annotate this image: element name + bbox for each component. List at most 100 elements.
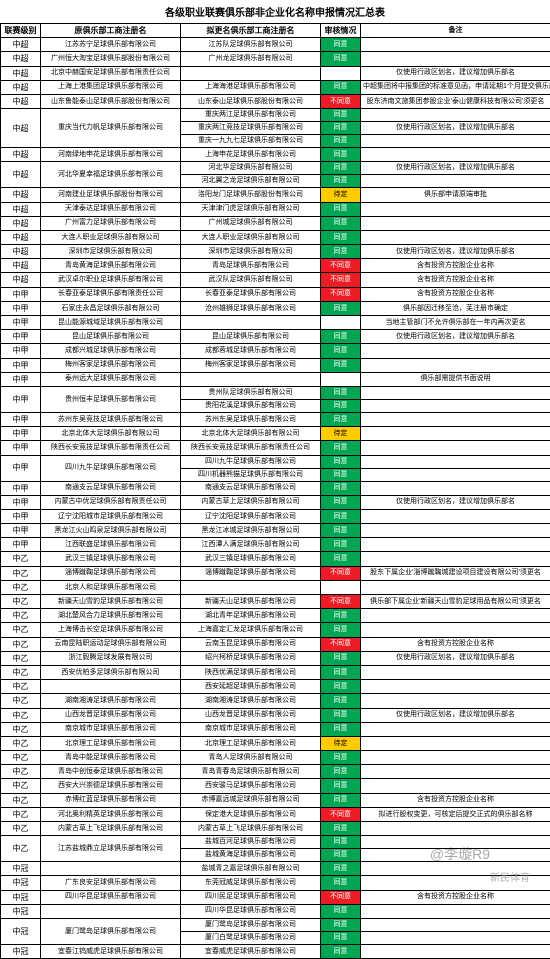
cell-remark: 俱乐部因迁移至沧，芜注册市确定 [361,301,550,315]
cell-status: 同意 [321,876,361,890]
cell-new: 北京北体大足球俱乐部有限公司 [181,427,321,441]
cell-level: 中超 [1,94,41,108]
table-row: 中甲黑龙江火山鸣泉足球俱乐部有限公司黑龙江冰城足球俱乐部有限公司同意 [1,524,550,538]
cell-orig: 厦门鹭岛足球俱乐部有限公司 [41,918,181,944]
cell-new: 深圳市足球俱乐部有限公司 [181,245,321,259]
cell-level: 中乙 [1,807,41,821]
cell-remark [361,216,550,230]
cell-remark: 仅使用行政区划名，建议增加俱乐部名 [361,495,550,509]
table-row: 中乙新疆天山雪豹足球俱乐部有限公司新疆天山足球俱乐部有限公司不同意俱乐部下属企业… [1,595,550,609]
table-row: 中超山东鲁能泰山足球俱乐部股份有限公司山东泰山足球俱乐部股份有限公司不同意股东济… [1,94,550,108]
cell-status: 同意 [321,751,361,765]
table-row: 中超河北华夏幸福足球俱乐部有限公司河北华足球俱乐部有限公司同意仅使用行政区划名，… [1,162,550,175]
cell-status: 同意 [321,202,361,216]
cell-status: 同意 [321,441,361,455]
header-status: 审核情况 [321,24,361,38]
cell-orig: 四川九牛足球俱乐部有限公司 [41,455,181,481]
header-new: 拟更名俱乐部工商注册名 [181,24,321,38]
table-row: 中超河南绿地申花足球俱乐部有限公司上海申花足球俱乐部有限公司同意 [1,148,550,162]
cell-level: 中甲 [1,455,41,481]
cell-status: 同意 [321,358,361,372]
cell-level: 中乙 [1,793,41,807]
cell-new: 河北翼之龙足球俱乐部有限公司 [181,175,321,188]
cell-remark [361,609,550,623]
page-title: 各级职业联赛俱乐部非企业化名称申报情况汇总表 [0,0,550,23]
cell-remark: 俱乐部申请原端审批 [361,188,550,202]
header-remark: 备注 [361,24,550,38]
table-row: 中乙上海博击长空足球俱乐部有限公司上海嘉定汇龙足球俱乐部有限公司同意 [1,623,550,637]
cell-remark [361,765,550,779]
cell-orig: 北京人和足球俱乐部有限公司 [41,580,181,594]
cell-new: 天津津门虎足球俱乐部有限公司 [181,202,321,216]
cell-status: 同意 [321,412,361,426]
cell-remark [361,455,550,468]
cell-new: 淄博蹴鞠足球俱乐部有限公司 [181,566,321,580]
cell-status: 同意 [321,862,361,876]
cell-orig: 新疆天山雪豹足球俱乐部有限公司 [41,595,181,609]
cell-remark: 含有投资方控股企业名称 [361,273,550,287]
cell-status: 同意 [321,849,361,862]
cell-level: 中乙 [1,708,41,722]
cell-orig [41,680,181,694]
cell-level: 中超 [1,52,41,66]
cell-orig: 山西龙晋足球俱乐部有限公司 [41,708,181,722]
cell-new: 赤博嘉远城足球俱乐部有限公司 [181,793,321,807]
cell-orig [41,904,181,918]
table-row: 中冠厦门鹭岛足球俱乐部有限公司厦门鹭岛足球俱乐部有限公司同意 [1,918,550,931]
cell-remark: 拟进行股权变更，可核定后提交正式的俱乐部名称 [361,807,550,821]
cell-remark: 仅使用行政区划名，建议增加俱乐部名 [361,66,550,80]
cell-status: 同意 [321,162,361,175]
table-row: 中甲泰州远大足球俱乐部有限公司俱乐部需提供书面说明 [1,372,550,386]
cell-orig: 湖南湘涛足球俱乐部有限公司 [41,694,181,708]
cell-status: 待定 [321,427,361,441]
cell-new [181,580,321,594]
table-row: 中乙西安优柏多足球俱乐部有限公司陕西优满足球俱乐部有限公司同意 [1,665,550,679]
cell-level: 中甲 [1,495,41,509]
header-level: 联赛级别 [1,24,41,38]
cell-status [321,580,361,594]
cell-new: 陕西优满足球俱乐部有限公司 [181,665,321,679]
cell-new: 江苏队足球俱乐部有限公司 [181,38,321,52]
cell-new: 西安延超足球俱乐部有限公司 [181,680,321,694]
cell-remark [361,427,550,441]
table-row: 中甲江西联盛足球俱乐部有限公司江西潭人满足球俱乐部有限公司同意 [1,538,550,552]
cell-level: 中甲 [1,287,41,301]
cell-new: 黑龙江冰城足球俱乐部有限公司 [181,524,321,538]
cell-remark: 仅使用行政区划名，建议增加俱乐部名 [361,162,550,175]
cell-remark [361,109,550,122]
cell-new: 广州龙足球俱乐部有限公司 [181,52,321,66]
cell-orig: 深圳市足球俱乐部有限公司 [41,245,181,259]
cell-orig: 西安大兴崇德足球俱乐部有限公司 [41,779,181,793]
cell-remark [361,580,550,594]
cell-orig: 宜春江钨威虎足球俱乐部有限公司 [41,944,181,958]
cell-status [321,66,361,80]
cell-level: 中冠 [1,876,41,890]
summary-table: 联赛级别 原俱乐部工商注册名 拟更名俱乐部工商注册名 审核情况 备注 中超江苏苏… [0,23,550,959]
cell-new: 内蒙古草上飞足球俱乐部有限公司 [181,822,321,836]
cell-orig: 北京理工足球俱乐部有限公司 [41,736,181,750]
cell-status: 同意 [321,468,361,481]
cell-new: 河北华足球俱乐部有限公司 [181,162,321,175]
cell-remark [361,175,550,188]
cell-new: 贵州队足球俱乐部有限公司 [181,386,321,399]
cell-orig: 青岛中创恒泰足球俱乐部有限公司 [41,765,181,779]
cell-level: 中超 [1,80,41,94]
table-row: 中乙浙江毅腾足球发展有限公司绍兴柯桥足球俱乐部有限公司同意仅使用行政区划名，建议… [1,651,550,665]
header-orig: 原俱乐部工商注册名 [41,24,181,38]
cell-status: 同意 [321,245,361,259]
table-row: 中甲长春亚泰足球俱乐部有限责任公司长春亚泰足球俱乐部有限公司不同意含有投资方控股… [1,287,550,301]
table-row: 中冠宜春江钨威虎足球俱乐部有限公司宜春威虎足球俱乐部有限公司同意 [1,944,550,958]
cell-remark: 仅使用行政区划名，建议增加俱乐部名 [361,330,550,344]
cell-new: 长春亚泰足球俱乐部有限公司 [181,287,321,301]
cell-orig: 河北华夏幸福足球俱乐部有限公司 [41,162,181,188]
cell-level: 中甲 [1,301,41,315]
cell-new: 内蒙古草上足球俱乐部有限公司 [181,495,321,509]
table-row: 中超广州富力足球俱乐部有限公司广州城足球俱乐部有限公司同意 [1,216,550,230]
cell-orig: 内蒙古中优足球俱乐部有限责任公司 [41,495,181,509]
cell-level: 中超 [1,273,41,287]
cell-remark: 含有投资方控股企业名称 [361,287,550,301]
cell-new: 江西潭人满足球俱乐部有限公司 [181,538,321,552]
table-row: 中甲内蒙古中优足球俱乐部有限责任公司内蒙古草上足球俱乐部有限公司同意仅使用行政区… [1,495,550,509]
cell-status: 同意 [321,52,361,66]
cell-status: 同意 [321,822,361,836]
